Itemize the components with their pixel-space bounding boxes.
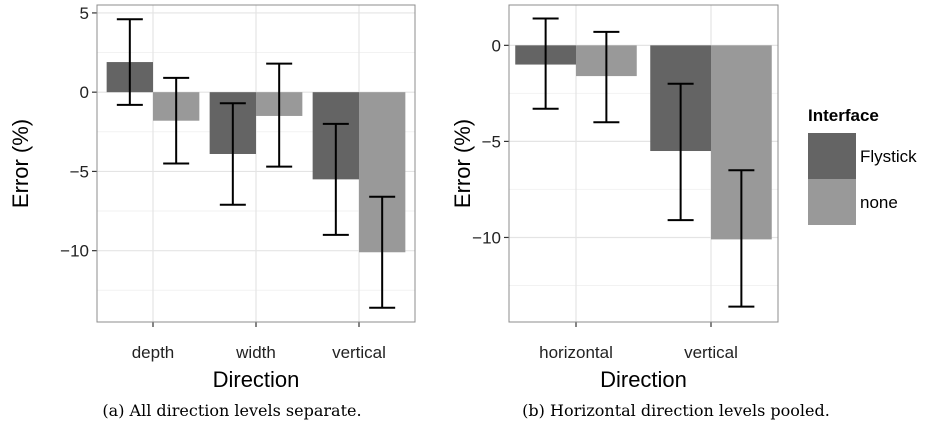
y-tick-label: 5 bbox=[80, 4, 89, 23]
plot-border bbox=[96, 4, 416, 323]
legend-swatch-none bbox=[808, 179, 856, 225]
legend: Interface Flystick none bbox=[808, 106, 917, 225]
x-tick-label: depth bbox=[132, 343, 175, 362]
y-tick-label: −10 bbox=[472, 228, 501, 247]
panel-b-chart: 0 −5 −10 horizontal vertical Direction Error (… bbox=[450, 4, 779, 392]
x-tick-label: width bbox=[235, 343, 276, 362]
x-tick-label: horizontal bbox=[539, 343, 613, 362]
x-tick-label: vertical bbox=[332, 343, 386, 362]
y-tick-label: −5 bbox=[482, 132, 501, 151]
x-axis-title: Direction bbox=[600, 367, 687, 392]
y-tick-label: 0 bbox=[80, 83, 89, 102]
y-axis-title: Error (%) bbox=[8, 119, 33, 208]
legend-title: Interface bbox=[808, 106, 879, 125]
plot-border bbox=[508, 4, 779, 323]
y-axis-title: Error (%) bbox=[450, 119, 475, 208]
x-axis-title: Direction bbox=[213, 367, 300, 392]
legend-label-flystick: Flystick bbox=[860, 147, 917, 166]
legend-label-none: none bbox=[860, 193, 898, 212]
y-tick-label: −10 bbox=[60, 242, 89, 261]
y-tick-label: −5 bbox=[70, 162, 89, 181]
x-tick-label: vertical bbox=[684, 343, 738, 362]
y-tick-label: 0 bbox=[492, 36, 501, 55]
caption-a: (a) All direction levels separate. bbox=[102, 401, 361, 420]
caption-b: (b) Horizontal direction levels pooled. bbox=[522, 401, 830, 420]
legend-swatch-flystick bbox=[808, 133, 856, 179]
panel-a-chart: 5 0 −5 −10 depth width vertical Direction Error … bbox=[8, 4, 416, 392]
